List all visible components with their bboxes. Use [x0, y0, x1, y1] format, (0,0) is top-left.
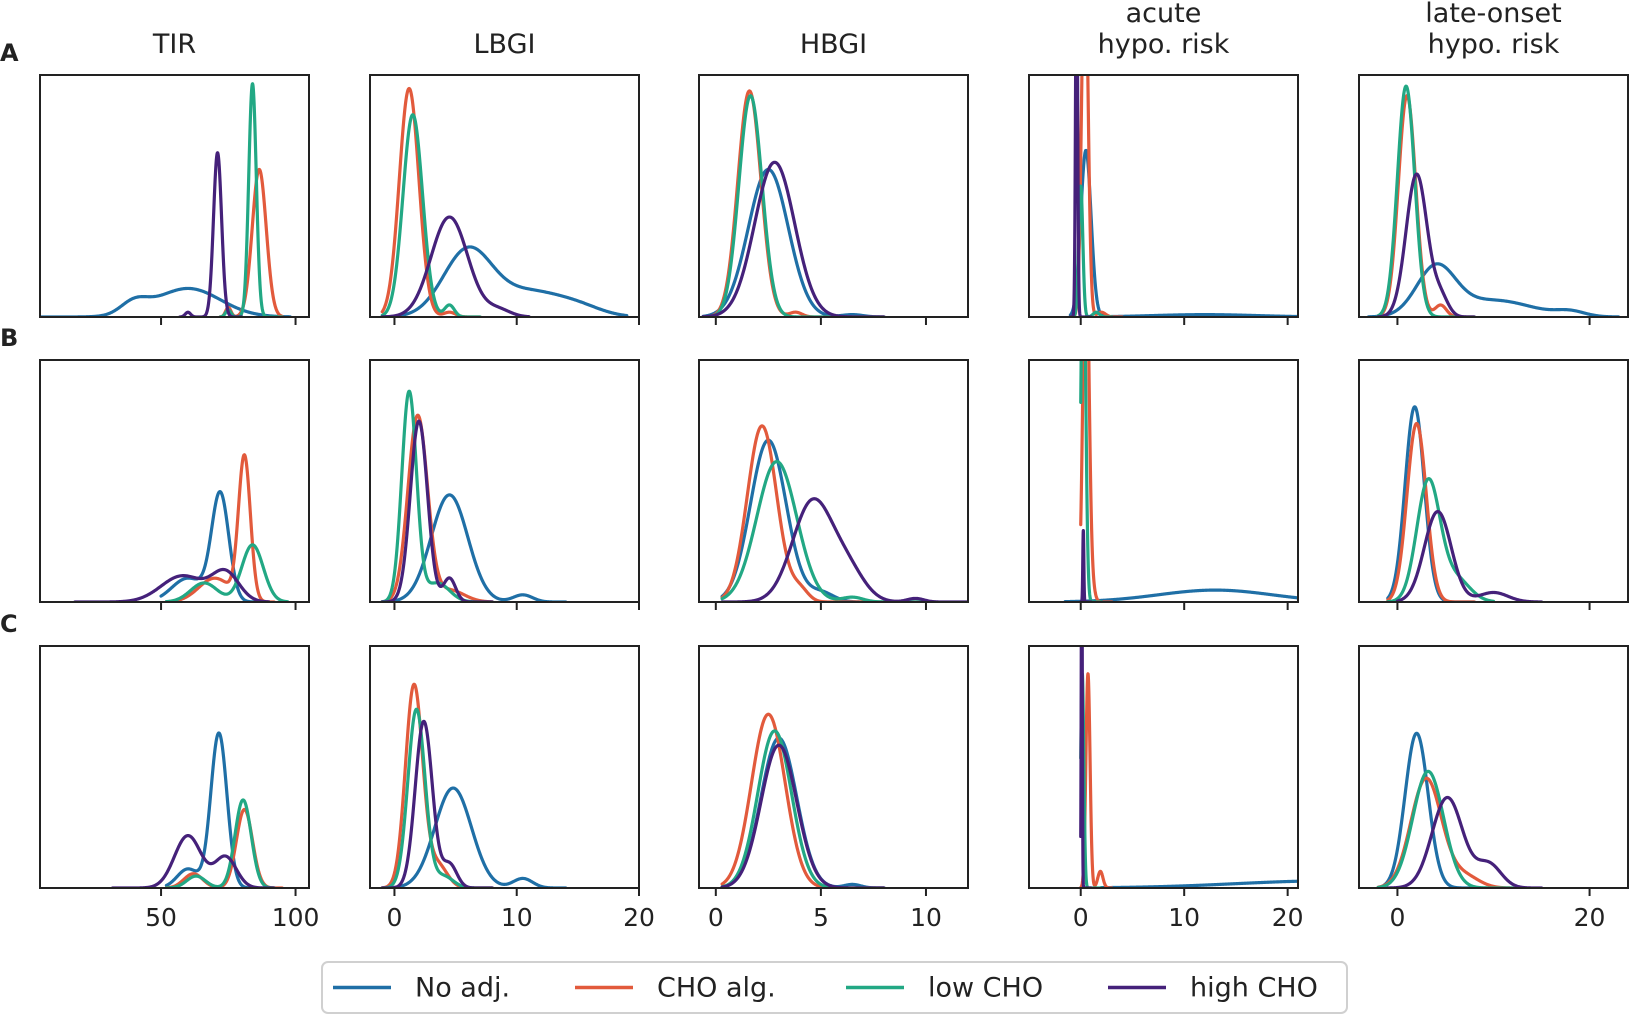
curve-high_cho — [1395, 509, 1544, 602]
curve-cho_alg — [164, 807, 284, 888]
curve-cho_alg — [701, 89, 886, 317]
curve-high_cho — [380, 215, 531, 317]
x-tick-label: 20 — [1574, 903, 1606, 932]
panel-C-lbgi — [369, 645, 640, 896]
x-tick-label: 10 — [1168, 903, 1200, 932]
panel-B-tir — [39, 359, 310, 610]
column-title-hbgi: HBGI — [800, 29, 867, 60]
curve-high_cho — [1079, 646, 1093, 888]
panel-frame — [39, 645, 310, 889]
curve-cho_alg — [720, 712, 886, 888]
curve-high_cho — [111, 833, 276, 888]
legend: No adj. CHO alg. low CHO high CHO — [321, 961, 1348, 1014]
column-title-lbgi: LBGI — [474, 29, 536, 60]
panel-frame — [1028, 74, 1299, 318]
panel-frame — [698, 74, 969, 318]
x-tick-label: 5 — [813, 903, 829, 932]
panel-C-hbgi — [698, 645, 969, 896]
panel-A-lbgi — [369, 74, 640, 325]
curve-no_adj — [159, 490, 257, 602]
curve-cho_alg — [218, 167, 284, 317]
panel-frame — [1028, 645, 1299, 889]
curve-low_cho — [1376, 769, 1515, 888]
row-label-A: A — [0, 39, 19, 67]
curve-no_adj — [1386, 405, 1476, 602]
curve-low_cho — [218, 82, 284, 317]
x-tick-label: 20 — [623, 903, 655, 932]
x-tick-label: 100 — [272, 903, 320, 932]
curve-low_cho — [1376, 84, 1476, 317]
curve-no_adj — [40, 286, 292, 317]
panel-frame — [369, 74, 640, 318]
x-tick-label: 50 — [145, 903, 177, 932]
column-title-late: hypo. risk — [1428, 29, 1560, 60]
x-tick-label: 0 — [708, 903, 724, 932]
panel-B-hbgi — [698, 359, 969, 610]
curve-no_adj — [1099, 879, 1298, 888]
curve-high_cho — [1376, 172, 1476, 317]
panel-frame — [369, 359, 640, 603]
column-title-acute: acute — [1126, 0, 1202, 29]
curve-no_adj — [164, 731, 257, 888]
panel-frame — [1358, 359, 1629, 603]
curve-no_adj — [1367, 262, 1620, 317]
panel-B-acute — [1028, 359, 1299, 610]
panel-C-tir — [39, 645, 310, 896]
legend-label-no_adj: No adj. — [415, 973, 510, 1004]
x-tick-label: 10 — [501, 903, 533, 932]
curve-low_cho — [701, 94, 886, 317]
panel-A-tir — [39, 74, 310, 325]
x-tick-label: 0 — [1389, 903, 1405, 932]
curve-cho_alg — [164, 453, 276, 602]
panel-frame — [1028, 359, 1299, 603]
curve-low_cho — [720, 459, 928, 602]
panel-frame — [698, 359, 969, 603]
panel-A-hbgi — [698, 74, 969, 325]
curve-no_adj — [1376, 731, 1496, 888]
curve-high_cho — [720, 497, 968, 602]
panel-C-late — [1358, 645, 1629, 896]
curve-low_cho — [720, 729, 886, 888]
legend-label-low_cho: low CHO — [928, 973, 1043, 1004]
panel-frame — [369, 645, 640, 889]
curve-low_cho — [1386, 477, 1496, 602]
column-title-tir: TIR — [152, 29, 196, 60]
panel-B-late — [1358, 359, 1629, 610]
panel-frame — [39, 74, 310, 318]
curve-no_adj — [1063, 588, 1298, 602]
curve-no_adj — [1068, 148, 1298, 317]
curve-cho_alg — [380, 413, 494, 602]
x-tick-label: 0 — [387, 903, 403, 932]
curve-cho_alg — [720, 424, 928, 602]
row-label-B: B — [0, 324, 18, 352]
curve-high_cho — [178, 151, 244, 317]
curve-low_cho — [164, 543, 290, 602]
panel-A-acute — [1028, 74, 1299, 325]
panel-frame — [1358, 74, 1629, 318]
x-tick-label: 10 — [910, 903, 942, 932]
panel-C-acute — [1028, 645, 1299, 896]
curve-cho_alg — [1079, 360, 1114, 602]
x-tick-label: 0 — [1073, 903, 1089, 932]
panel-frame — [698, 645, 969, 889]
legend-label-cho_alg: CHO alg. — [657, 973, 776, 1004]
legend-label-high_cho: high CHO — [1190, 973, 1318, 1004]
row-label-C: C — [0, 610, 18, 638]
curve-no_adj — [380, 245, 629, 317]
curve-no_adj — [392, 786, 568, 888]
curve-low_cho — [164, 798, 276, 888]
curve-no_adj — [701, 167, 886, 317]
panel-frame — [1358, 645, 1629, 889]
panel-A-late — [1358, 74, 1629, 325]
x-tick-label: 20 — [1272, 903, 1304, 932]
panel-frame — [39, 359, 310, 603]
curve-cho_alg — [380, 682, 494, 888]
curve-high_cho — [1079, 529, 1093, 602]
curve-cho_alg — [1386, 421, 1476, 602]
column-title-acute: hypo. risk — [1098, 29, 1230, 60]
panel-B-lbgi — [369, 359, 640, 610]
column-title-late: late-onset — [1425, 0, 1561, 29]
curve-high_cho — [1386, 795, 1544, 888]
